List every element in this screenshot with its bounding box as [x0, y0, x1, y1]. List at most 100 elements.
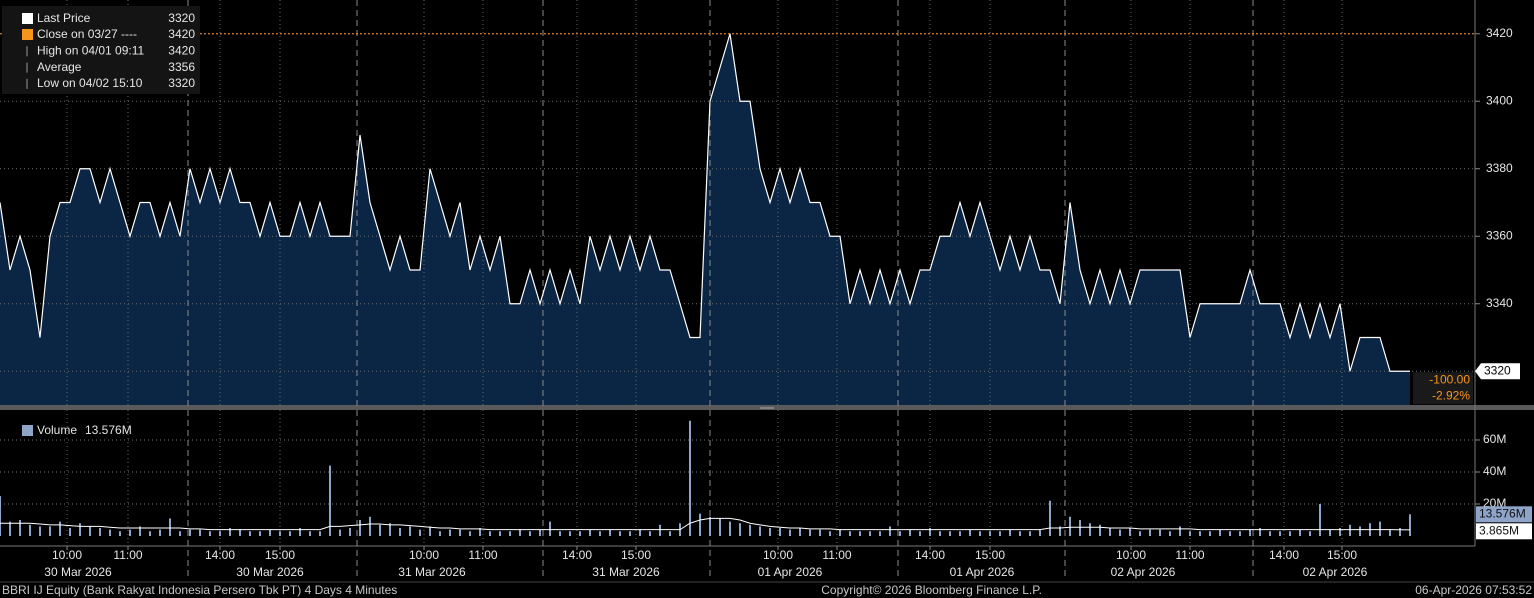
volume-bar: [1099, 524, 1101, 537]
volume-bar: [309, 531, 311, 537]
x-tick-label: 11:00: [113, 548, 142, 562]
volume-bar: [549, 521, 551, 537]
volume-bar: [1119, 529, 1121, 537]
x-tick-label: 14:00: [915, 548, 945, 562]
volume-bar: [269, 529, 271, 537]
volume-bar: [1249, 529, 1251, 537]
footer-center: Copyright© 2026 Bloomberg Finance L.P.: [821, 583, 1042, 597]
volume-bar: [1079, 520, 1081, 537]
volume-last-box: [1476, 506, 1532, 523]
volume-bar: [709, 516, 711, 537]
volume-bar: [1359, 526, 1361, 537]
volume-bar: [29, 524, 31, 537]
volume-bar: [959, 531, 961, 537]
volume-bar: [729, 521, 731, 537]
volume-bar: [619, 531, 621, 537]
volume-bar: [159, 529, 161, 537]
volume-bar: [909, 529, 911, 537]
x-tick-label: 10:00: [52, 548, 82, 562]
legend-icon: [22, 29, 33, 40]
volume-bar: [1189, 531, 1191, 537]
volume-bar: [459, 529, 461, 537]
volume-bar: [759, 526, 761, 537]
volume-bar: [789, 529, 791, 537]
volume-bar: [1199, 531, 1201, 537]
volume-bar: [1269, 531, 1271, 537]
volume-bar: [59, 521, 61, 537]
volume-bar: [859, 531, 861, 537]
legend-label: Volume: [37, 423, 77, 437]
volume-bar: [589, 529, 591, 537]
volume-bar: [129, 529, 131, 537]
volume-bar: [1349, 524, 1351, 537]
change-pct-label: -2.92%: [1432, 388, 1470, 402]
volume-bar: [939, 531, 941, 537]
volume-bar: [219, 531, 221, 537]
x-date-label: 30 Mar 2026: [236, 565, 304, 579]
x-date-label: 31 Mar 2026: [592, 565, 660, 579]
volume-bar: [519, 529, 521, 537]
volume-bar: [1059, 526, 1061, 537]
volume-bar: [139, 526, 141, 537]
x-tick-label: 11:00: [1175, 548, 1204, 562]
x-date-label: 31 Mar 2026: [398, 565, 466, 579]
volume-bar: [1149, 529, 1151, 537]
volume-bar: [999, 531, 1001, 537]
volume-bar: [1009, 529, 1011, 537]
volume-bar: [509, 531, 511, 537]
volume-bar: [739, 523, 741, 537]
volume-bar: [1289, 531, 1291, 537]
volume-bar: [1169, 531, 1171, 537]
x-tick-label: 11:00: [468, 548, 497, 562]
volume-bar: [199, 529, 201, 537]
x-tick-label: 10:00: [763, 548, 793, 562]
volume-bar: [489, 531, 491, 537]
x-date-label: 01 Apr 2026: [950, 565, 1015, 579]
volume-bar: [1049, 500, 1051, 537]
last-price-label: 3320: [1484, 363, 1511, 377]
volume-bar: [879, 531, 881, 537]
volume-bar: [339, 529, 341, 537]
volume-bar: [1319, 504, 1321, 537]
volume-bar: [0, 496, 1, 537]
legend-box: [2, 6, 200, 94]
volume-bar: [609, 529, 611, 537]
volume-bar: [1329, 529, 1331, 537]
x-tick-label: 15:00: [621, 548, 651, 562]
volume-bar: [379, 524, 381, 537]
volume-bar: [279, 531, 281, 537]
volume-bar: [839, 529, 841, 537]
volume-bar: [89, 526, 91, 537]
volume-bar: [969, 529, 971, 537]
x-tick-label: 14:00: [562, 548, 592, 562]
volume-bar: [1279, 531, 1281, 537]
volume-bar: [929, 528, 931, 537]
footer-left: BBRI IJ Equity (Bank Rakyat Indonesia Pe…: [2, 583, 397, 597]
volume-bar: [259, 531, 261, 537]
x-date-label: 02 Apr 2026: [1111, 565, 1176, 579]
volume-bar: [399, 528, 401, 537]
volume-bar: [1129, 528, 1131, 537]
volume-bar: [1339, 528, 1341, 537]
volume-bar: [799, 528, 801, 537]
volume-bar: [1239, 531, 1241, 537]
volume-bar: [1229, 531, 1231, 537]
volume-bar: [349, 528, 351, 537]
volume-bar: [1379, 521, 1381, 537]
volume-bar: [49, 526, 51, 537]
volume-bar: [429, 526, 431, 537]
volume-bar: [319, 531, 321, 537]
legend-value: 3356: [168, 60, 195, 74]
volume-bar: [1299, 529, 1301, 537]
volume-bar: [1219, 529, 1221, 537]
volume-bar: [209, 531, 211, 537]
y-tick-label: 3380: [1486, 161, 1513, 175]
volume-bar: [329, 465, 331, 537]
volume-bar: [439, 531, 441, 537]
price-line: [0, 33, 1410, 372]
last-price-box: [1475, 363, 1520, 380]
volume-bar: [409, 526, 411, 537]
x-date-label: 01 Apr 2026: [758, 565, 823, 579]
